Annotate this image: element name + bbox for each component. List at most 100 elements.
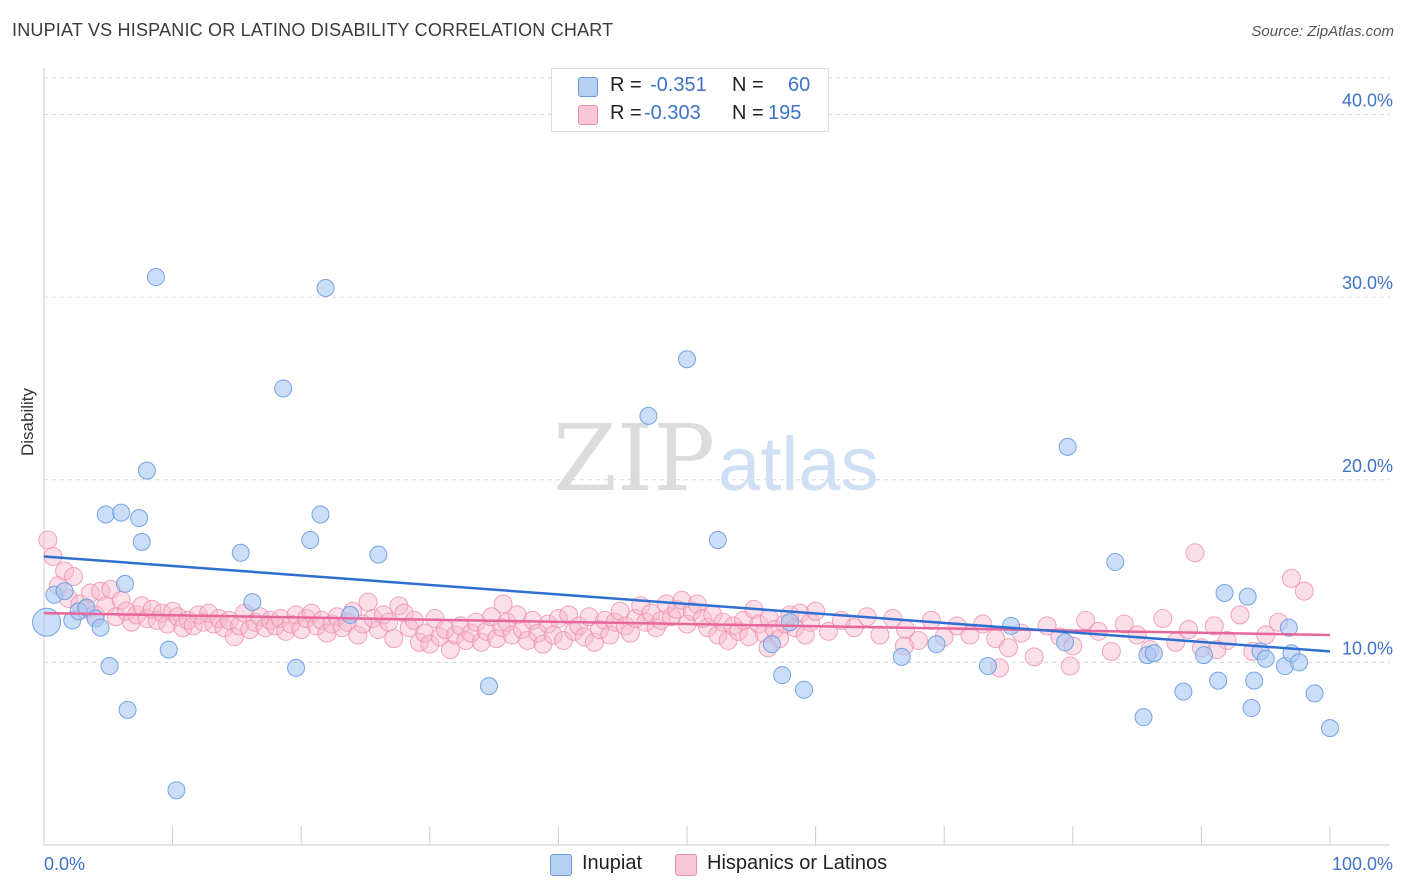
hispanics-point: [1101, 641, 1121, 661]
hispanics-point: [502, 625, 522, 645]
hispanics-point: [199, 603, 219, 623]
legend-r-label: R =: [610, 74, 642, 96]
inupiat-point: [146, 268, 165, 287]
axes: [43, 68, 1390, 846]
hispanics-point: [281, 614, 301, 634]
legend-row-hispanics: R = -0.303 N = 195: [552, 99, 828, 129]
inupiat-point: [1256, 649, 1275, 668]
inupiat-point: [316, 279, 335, 298]
legend-swatch-blue: [578, 77, 598, 97]
inupiat-point: [1194, 646, 1213, 665]
hispanics-point: [999, 638, 1018, 658]
legend-r-label: R =: [610, 102, 642, 124]
inupiat-point: [32, 607, 62, 637]
inupiat-point: [287, 658, 306, 677]
grid-lines: [44, 77, 1390, 663]
inupiat-point: [1305, 684, 1324, 703]
tick-labels: 10.0% 20.0% 30.0% 40.0% 0.0% 100.0%: [44, 91, 1393, 874]
inupiat-point: [231, 543, 250, 562]
inupiat-point: [773, 666, 792, 685]
hispanics-point: [224, 627, 244, 647]
hispanics-point: [590, 620, 610, 640]
hispanics-point: [38, 530, 58, 550]
inupiat-point: [1242, 699, 1261, 718]
watermark: ZIP atlas: [553, 405, 879, 512]
hispanics-point: [384, 629, 404, 649]
chart-source: Source: ZipAtlas.com: [1251, 23, 1394, 40]
hispanics-point: [1281, 568, 1301, 588]
inupiat-point: [100, 657, 119, 676]
hispanics-point: [64, 567, 84, 587]
inupiat-point: [341, 605, 360, 624]
hispanics-point: [286, 605, 306, 625]
hispanics-point: [1179, 620, 1199, 640]
inupiat-point: [159, 640, 178, 659]
y-tick-label: 30.0%: [1342, 273, 1393, 293]
inupiat-point: [116, 574, 135, 593]
inupiat-point: [132, 532, 151, 551]
hispanics-point: [1204, 616, 1224, 636]
inupiat-trend-line: [43, 555, 1331, 653]
hispanics-trend-line: [43, 611, 1331, 637]
hispanics-point: [271, 609, 291, 629]
bottom-legend-label: Hispanics or Latinos: [707, 852, 888, 874]
inupiat-point: [137, 461, 156, 480]
watermark-zip: ZIP: [553, 405, 715, 512]
legend-n-value: 60: [788, 74, 811, 96]
hispanics-point: [476, 621, 496, 641]
hispanics-point: [1127, 625, 1147, 645]
trend-lines: [43, 555, 1331, 653]
inupiat-point: [369, 545, 388, 564]
hispanics-point: [312, 610, 332, 630]
inupiat-point: [978, 657, 997, 676]
inupiat-point: [96, 505, 115, 524]
hispanics-point: [574, 627, 594, 647]
hispanics-point: [584, 632, 604, 652]
inupiat-point: [795, 680, 814, 699]
hispanics-point: [1114, 614, 1134, 634]
hispanics-point: [358, 592, 378, 612]
legend-r-value: -0.351: [650, 74, 707, 96]
inupiat-point: [1238, 587, 1257, 606]
hispanics-point: [379, 612, 399, 632]
hispanics-point: [420, 634, 440, 654]
hispanics-point: [806, 601, 826, 621]
inupiat-point: [1215, 583, 1234, 602]
hispanics-point: [713, 612, 733, 632]
bottom-legend-swatch-blue: [550, 854, 572, 876]
inupiat-point: [927, 635, 946, 654]
inupiat-point: [1134, 708, 1153, 727]
hispanics-point: [487, 629, 507, 649]
x-tick-label-min: 0.0%: [44, 854, 85, 874]
inupiat-point: [892, 647, 911, 666]
hispanics-point: [368, 620, 388, 640]
inupiat-point: [1056, 633, 1075, 652]
hispanics-point: [1230, 605, 1250, 625]
hispanics-point: [440, 640, 460, 660]
hispanics-point: [55, 561, 75, 581]
hispanics-point: [908, 630, 928, 650]
source-name: ZipAtlas.com: [1307, 23, 1394, 40]
hispanics-point: [1024, 647, 1044, 667]
legend-swatch-pink: [578, 105, 598, 125]
y-axis-label: Disability: [18, 387, 37, 456]
hispanics-point: [348, 625, 368, 645]
bottom-legend-swatch-pink: [675, 854, 697, 876]
legend-n-label: N =: [732, 102, 764, 124]
y-tick-label: 40.0%: [1342, 91, 1393, 111]
x-tick-label-max: 100.0%: [1332, 854, 1393, 874]
hispanics-point: [1153, 609, 1173, 629]
legend-r-value: -0.303: [644, 102, 701, 124]
hispanics-point: [1060, 656, 1080, 676]
inupiat-point: [1321, 719, 1339, 738]
inupiat-point: [274, 379, 293, 398]
hispanics-point: [641, 603, 661, 623]
inupiat-point: [1106, 552, 1125, 571]
inupiat-point: [708, 531, 727, 550]
hispanics-point: [708, 625, 728, 645]
inupiat-point: [243, 593, 262, 612]
inupiat-point: [639, 406, 658, 425]
legend-row-inupiat: R = -0.351 N = 60: [552, 71, 828, 101]
inupiat-point: [118, 700, 137, 719]
